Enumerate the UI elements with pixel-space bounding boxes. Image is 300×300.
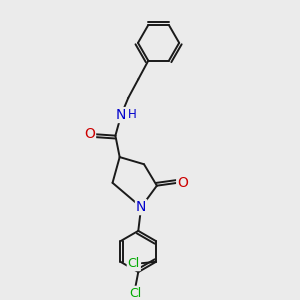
Text: N: N — [116, 108, 126, 122]
Text: N: N — [136, 200, 146, 214]
Text: H: H — [128, 108, 136, 121]
Text: O: O — [177, 176, 188, 190]
Text: O: O — [84, 127, 95, 141]
Text: Cl: Cl — [129, 287, 142, 300]
Text: Cl: Cl — [128, 257, 140, 270]
